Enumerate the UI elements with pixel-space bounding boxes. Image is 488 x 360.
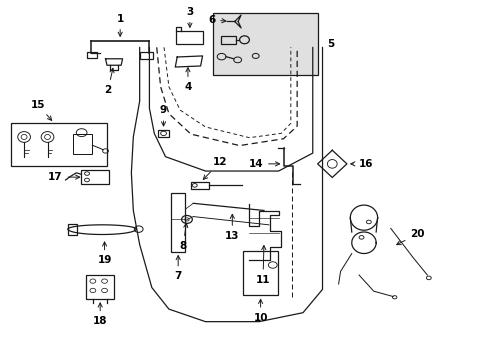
Bar [11, 123, 106, 166]
Bar [221, 36, 235, 44]
Text: 10: 10 [253, 299, 267, 323]
Text: 2: 2 [104, 68, 114, 95]
Text: 16: 16 [350, 159, 373, 169]
Bar [176, 31, 203, 44]
Bar [81, 170, 109, 184]
Bar [86, 275, 114, 299]
Text: 5: 5 [327, 39, 334, 49]
Text: 19: 19 [97, 242, 112, 265]
Text: 15: 15 [31, 100, 52, 120]
Bar [171, 193, 184, 252]
Text: 4: 4 [184, 68, 191, 92]
Text: 1: 1 [116, 14, 123, 36]
Text: 17: 17 [48, 172, 80, 182]
Text: 18: 18 [93, 303, 107, 326]
Text: 20: 20 [396, 229, 424, 244]
Bar [243, 251, 278, 296]
Text: 6: 6 [207, 15, 225, 25]
Bar [190, 182, 209, 189]
Bar [73, 134, 92, 154]
Text: 9: 9 [160, 105, 167, 126]
Text: 13: 13 [224, 214, 239, 241]
Bar [212, 13, 317, 75]
Bar [140, 51, 153, 59]
Text: 3: 3 [186, 7, 193, 27]
Text: 7: 7 [174, 256, 182, 282]
Bar [158, 130, 168, 137]
Text: 8: 8 [179, 223, 187, 251]
Text: 11: 11 [255, 246, 270, 285]
Text: 14: 14 [248, 159, 279, 169]
Text: 12: 12 [203, 157, 227, 179]
Bar [68, 224, 77, 234]
Bar [87, 51, 97, 58]
